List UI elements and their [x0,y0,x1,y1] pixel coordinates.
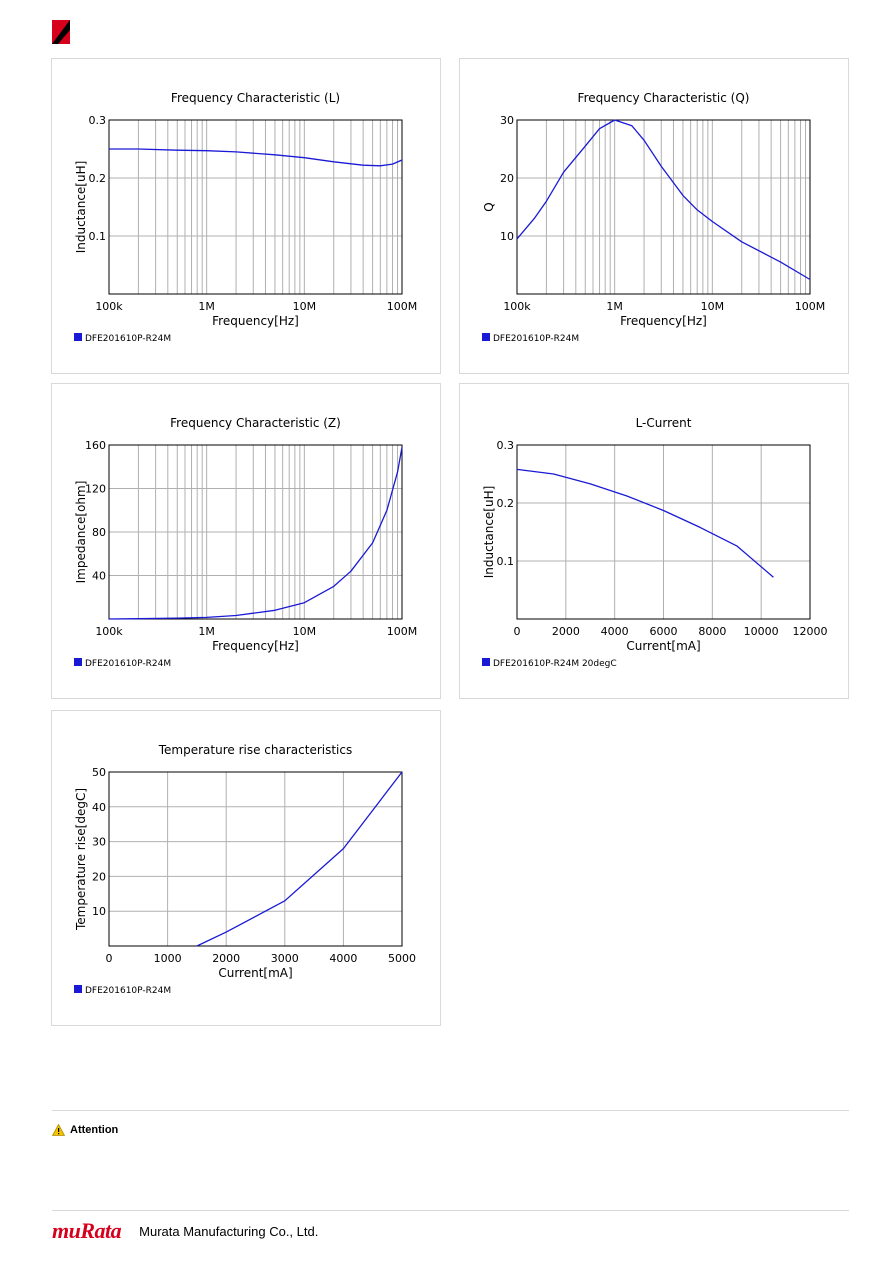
x-tick-label: 10M [701,300,725,313]
inductance-frequency-chart-panel: Frequency Characteristic (L) 100k 1M 10M 100… [51,58,441,374]
legend-label: DFE201610P-R24M [493,334,579,344]
y-tick-label: 10 [500,230,514,243]
corner-logo-mark [52,20,70,44]
y-tick-label: 80 [92,526,106,539]
x-tick-label: 10M [293,300,317,313]
x-tick-label: 100k [95,300,123,313]
chart-title: Frequency Characteristic (Q) [578,91,750,105]
x-tick-label: 5000 [388,952,416,965]
chart-title: Frequency Characteristic (Z) [170,416,341,430]
y-axis-label: Temperature rise[degC] [74,788,88,931]
series-line [516,119,811,281]
impedance-frequency-chart-panel: Frequency Characteristic (Z) 100k 1M 10M 100… [51,383,441,699]
x-tick-label: 100M [795,300,826,313]
x-tick-label: 0 [106,952,113,965]
y-tick-label: 40 [92,801,106,814]
x-tick-label: 2000 [212,952,240,965]
legend-swatch [482,333,490,341]
series-line [109,148,403,167]
y-tick-label: 20 [500,172,514,185]
chart-title: L-Current [636,416,692,430]
x-tick-label: 100M [387,625,418,638]
plot-frame [108,771,403,947]
footer: muRata Murata Manufacturing Co., Ltd. [52,1218,318,1244]
y-tick-label: 0.2 [89,172,107,185]
y-tick-label: 160 [85,439,106,452]
murata-logo: muRata [52,1218,122,1243]
x-tick-label: 2000 [552,625,580,638]
y-axis-label: Inductance[uH] [74,161,88,254]
legend-swatch [74,985,82,993]
legend-label: DFE201610P-R24M [85,986,171,996]
chart-svg: Frequency Characteristic (L) 100k 1M 10M 100… [74,91,418,344]
q-frequency-chart-panel: Frequency Characteristic (Q) 100k 1M 10M 100… [459,58,849,374]
attention-label: Attention [70,1124,119,1136]
y-tick-label: 0.1 [497,555,515,568]
plot-frame [516,119,811,295]
x-tick-label: 100k [503,300,531,313]
plot-frame [108,444,403,620]
x-tick-label: 1M [198,625,215,638]
x-axis-label: Frequency[Hz] [620,314,707,328]
legend-swatch [482,658,490,666]
section-divider [52,1110,849,1111]
x-tick-label: 100k [95,625,123,638]
x-tick-label: 12000 [793,625,828,638]
y-axis-label: Inductance[uH] [482,486,496,579]
y-axis-label: Impedance[ohm] [74,481,88,584]
legend-swatch [74,658,82,666]
legend-label: DFE201610P-R24M [85,659,171,669]
y-tick-label: 0.1 [89,230,107,243]
legend-swatch [74,333,82,341]
attention-link[interactable]: Attention [52,1124,118,1136]
series-line [108,447,403,620]
x-tick-label: 3000 [271,952,299,965]
inductance-current-chart-panel: L-Current 0 2000 4000 6000 8000 10000 12000 0.1 0… [459,383,849,699]
chart-title: Temperature rise characteristics [158,743,352,757]
y-tick-label: 20 [92,870,106,883]
x-axis-label: Frequency[Hz] [212,314,299,328]
y-tick-label: 0.3 [497,439,515,452]
plot-frame [516,444,811,620]
y-tick-label: 30 [500,114,514,127]
x-axis-label: Current[mA] [626,639,700,653]
series-line [196,771,403,947]
x-tick-label: 0 [514,625,521,638]
series-line [516,468,774,578]
x-tick-label: 1000 [154,952,182,965]
x-axis-label: Current[mA] [218,966,292,980]
y-axis-label: Q [482,202,496,211]
temperature-rise-chart-panel: Temperature rise characteristics 0 1000 200… [51,710,441,1026]
x-tick-label: 1M [606,300,623,313]
chart-svg: Temperature rise characteristics 0 1000 200… [74,743,416,996]
x-tick-label: 10000 [744,625,779,638]
y-tick-label: 40 [92,570,106,583]
y-tick-label: 30 [92,836,106,849]
y-tick-label: 0.3 [89,114,107,127]
company-name: Murata Manufacturing Co., Ltd. [139,1223,319,1239]
warning-icon [52,1124,65,1136]
x-tick-label: 100M [387,300,418,313]
x-tick-label: 10M [293,625,317,638]
legend-label: DFE201610P-R24M 20degC [493,659,617,669]
x-tick-label: 1M [198,300,215,313]
chart-title: Frequency Characteristic (L) [171,91,340,105]
y-tick-label: 120 [85,483,106,496]
x-tick-label: 8000 [698,625,726,638]
y-tick-label: 10 [92,905,106,918]
legend-label: DFE201610P-R24M [85,334,171,344]
x-tick-label: 4000 [329,952,357,965]
y-tick-label: 50 [92,766,106,779]
chart-svg: Frequency Characteristic (Z) 100k 1M 10M 100… [74,416,418,669]
chart-svg: Frequency Characteristic (Q) 100k 1M 10M 100… [482,91,826,344]
chart-svg: L-Current 0 2000 4000 6000 8000 10000 12000 0.1 0… [482,416,828,669]
x-tick-label: 4000 [601,625,629,638]
plot-frame [108,119,403,295]
footer-divider [52,1210,849,1211]
x-tick-label: 6000 [650,625,678,638]
y-tick-label: 0.2 [497,497,515,510]
x-axis-label: Frequency[Hz] [212,639,299,653]
